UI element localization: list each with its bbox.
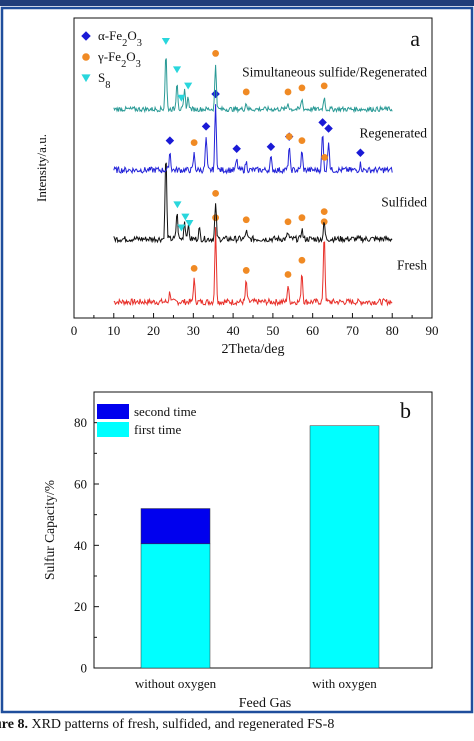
series-label: Regenerated bbox=[360, 126, 428, 141]
x-tick-label: 60 bbox=[306, 323, 319, 338]
xrd-pattern-line bbox=[113, 162, 393, 244]
figure-caption: ure 8. XRD patterns of fresh, sulfided, … bbox=[0, 713, 474, 736]
bar-second-time bbox=[140, 508, 211, 545]
series-regenerated-group: Regenerated bbox=[113, 89, 428, 175]
peak-marker-diamond bbox=[356, 148, 365, 158]
peak-marker-triangle bbox=[173, 201, 182, 209]
peak-marker-circle bbox=[298, 84, 306, 92]
series-label: Fresh bbox=[397, 257, 427, 272]
legend-label: second time bbox=[134, 404, 197, 419]
panel-a-label: a bbox=[410, 26, 420, 51]
peak-marker-circle bbox=[320, 208, 328, 216]
peak-marker-triangle bbox=[177, 224, 186, 232]
series-label: Simultaneous sulfide/Regenerated bbox=[242, 65, 427, 80]
x-tick-label: 20 bbox=[147, 323, 160, 338]
peak-marker-diamond bbox=[324, 124, 333, 133]
x-tick-label: 10 bbox=[107, 323, 120, 338]
figure-border bbox=[0, 6, 474, 714]
peak-marker-circle bbox=[284, 88, 292, 96]
series-label: Sulfided bbox=[381, 195, 427, 210]
caption-label: ure 8. bbox=[0, 717, 28, 732]
peak-marker-diamond bbox=[165, 136, 175, 145]
y-tick-label: 60 bbox=[74, 477, 87, 492]
x-tick-label: 90 bbox=[426, 323, 439, 338]
series-fresh-group: Fresh bbox=[113, 214, 427, 307]
peak-marker-circle bbox=[321, 153, 328, 161]
y-tick-label: 40 bbox=[74, 538, 87, 553]
peak-marker-triangle bbox=[184, 82, 193, 90]
x-tick-label: 70 bbox=[346, 323, 359, 338]
panel-a-xrd-chart: 0 10 20 30 40 50 60 70 80 90 2Theta/deg Intensity/a… bbox=[34, 17, 439, 357]
xrd-pattern-line bbox=[113, 58, 393, 114]
peak-marker-circle bbox=[242, 88, 250, 96]
peak-marker-circle bbox=[320, 82, 328, 90]
peak-marker-diamond bbox=[232, 144, 241, 153]
caption-text: XRD patterns of fresh, sulfided, and reg… bbox=[27, 717, 335, 732]
x-tick-label: 40 bbox=[227, 323, 240, 338]
x-tick-label: with oxygen bbox=[312, 676, 377, 691]
legend-marker-triangle-down bbox=[81, 74, 91, 83]
peak-marker-circle bbox=[212, 189, 220, 197]
legend-label: S8 bbox=[98, 70, 110, 91]
y-tick-label: 80 bbox=[74, 415, 87, 430]
peak-marker-circle bbox=[284, 271, 292, 278]
peak-marker-circle bbox=[285, 133, 293, 140]
x-tick-label: 0 bbox=[71, 323, 78, 338]
legend-label: α-Fe2O3 bbox=[98, 28, 142, 49]
y-tick-label: 20 bbox=[74, 599, 87, 614]
peak-marker-triangle bbox=[181, 213, 190, 221]
series-simultaneous-sulfide-regenerated-group: Simultaneous sulfide/Regenerated bbox=[113, 37, 427, 114]
legend-label: γ-Fe2O3 bbox=[97, 49, 141, 70]
peak-marker-circle bbox=[190, 264, 198, 272]
peak-marker-circle bbox=[212, 50, 220, 57]
peak-marker-circle bbox=[320, 218, 328, 226]
legend-marker-diamond bbox=[81, 31, 91, 41]
legend-swatch bbox=[97, 422, 129, 437]
y-tick-label: 0 bbox=[81, 661, 88, 676]
bar-first-time bbox=[140, 543, 211, 669]
legend-swatch bbox=[97, 404, 129, 419]
x-axis-title: 2Theta/deg bbox=[222, 342, 285, 357]
x-tick-label: 30 bbox=[187, 323, 200, 338]
x-tick-label: without oxygen bbox=[135, 676, 217, 691]
y-axis-title: Intensity/a.u. bbox=[34, 134, 49, 202]
peak-marker-circle bbox=[190, 139, 198, 147]
peak-marker-triangle bbox=[161, 37, 170, 45]
bar-first-time bbox=[309, 425, 380, 669]
legend-marker-circle bbox=[82, 53, 90, 61]
panel-b-plot-area bbox=[93, 391, 433, 669]
peak-marker-circle bbox=[298, 214, 306, 222]
peak-marker-circle bbox=[298, 137, 306, 145]
x-tick-label: 80 bbox=[386, 323, 399, 338]
xrd-pattern-line bbox=[113, 227, 393, 307]
legend-label: first time bbox=[134, 422, 182, 437]
peak-marker-circle bbox=[242, 267, 250, 274]
peak-marker-circle bbox=[242, 216, 250, 224]
peak-marker-circle bbox=[298, 256, 306, 264]
xrd-pattern-line bbox=[113, 104, 393, 175]
series-sulfided-group: Sulfided bbox=[113, 162, 427, 244]
peak-marker-triangle bbox=[177, 94, 186, 102]
panel-b-label: b bbox=[400, 398, 411, 423]
y-axis-title: Sulfur Capacity/% bbox=[42, 480, 57, 580]
peak-marker-diamond bbox=[318, 118, 327, 127]
x-tick-label: 50 bbox=[266, 323, 279, 338]
peak-marker-triangle bbox=[185, 220, 194, 227]
peak-marker-triangle bbox=[172, 66, 182, 74]
x-axis-title: Feed Gas bbox=[239, 696, 292, 711]
peak-marker-circle bbox=[284, 218, 292, 226]
peak-marker-diamond bbox=[201, 122, 211, 131]
peak-marker-diamond bbox=[211, 89, 220, 99]
top-border-bar bbox=[0, 0, 474, 6]
panel-b-bar-chart: 0 20 40 60 80 Sulfur Capacity/% Feed Gas b witho… bbox=[42, 391, 433, 711]
panel-b-legend: second time first time bbox=[97, 404, 197, 437]
peak-marker-circle bbox=[212, 214, 220, 222]
peak-marker-diamond bbox=[266, 142, 276, 151]
